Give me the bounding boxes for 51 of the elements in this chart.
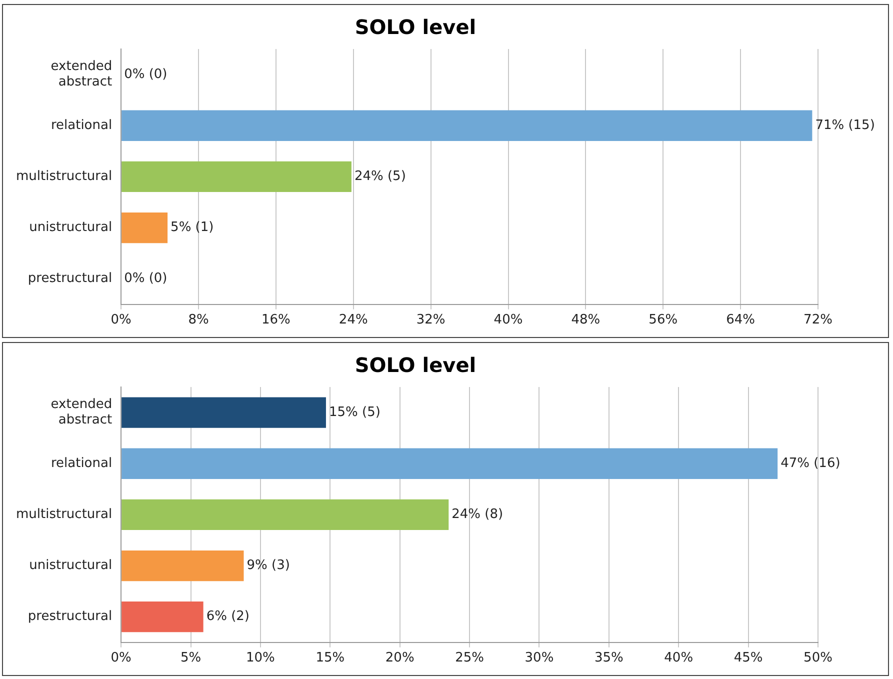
bar [122, 161, 352, 192]
chart-title: SOLO level [354, 15, 476, 40]
bar [122, 397, 326, 428]
x-tick-label: 32% [416, 312, 446, 328]
x-tick-label: 16% [262, 312, 290, 328]
x-tick-label: 8% [188, 312, 209, 328]
chart-title: SOLO level [354, 353, 476, 378]
x-tick-label: 72% [804, 312, 832, 328]
x-tick-label: 0% [110, 650, 132, 666]
data-label: 47% (16) [780, 456, 840, 471]
x-tick-label: 35% [594, 650, 624, 666]
x-tick-label: 5% [180, 650, 202, 666]
x-tick-label: 0% [110, 312, 132, 328]
y-tick-label: prestructural [28, 271, 112, 286]
y-tick-label: extended abstract [50, 397, 112, 428]
bar [122, 602, 204, 632]
y-tick-label: relational [50, 456, 112, 471]
bar [122, 499, 449, 530]
data-label: 5% (1) [170, 220, 214, 236]
x-tick-label: 64% [726, 312, 756, 328]
y-tick-label: relational [50, 118, 112, 133]
data-label: 9% (3) [246, 558, 290, 574]
data-label: 15% (5) [328, 404, 380, 420]
x-tick-label: 25% [455, 650, 484, 666]
x-tick-label: 40% [494, 312, 523, 328]
data-label: 0% (0) [124, 271, 168, 286]
y-tick-label: unistructural [29, 220, 112, 236]
x-tick-label: 20% [385, 650, 414, 666]
x-tick-label: 30% [524, 650, 554, 666]
x-tick-label: 50% [804, 650, 832, 666]
bar [122, 212, 168, 244]
bar [122, 110, 812, 141]
x-tick-label: 56% [648, 312, 678, 328]
y-tick-label: multistructural [16, 169, 112, 184]
x-tick-label: 48% [571, 312, 600, 328]
data-label: 6% (2) [206, 609, 250, 624]
x-tick-label: 40% [664, 650, 694, 666]
data-label: 24% (8) [452, 507, 504, 522]
data-label: 71% (15) [815, 118, 875, 133]
bar [122, 448, 778, 479]
data-label: 24% (5) [354, 169, 406, 184]
bar [122, 550, 244, 582]
y-tick-label: prestructural [28, 609, 112, 624]
y-tick-label: extended abstract [50, 59, 112, 90]
x-tick-label: 45% [734, 650, 763, 666]
x-tick-label: 10% [246, 650, 275, 666]
y-tick-label: unistructural [29, 558, 112, 574]
data-label: 0% (0) [124, 66, 168, 82]
x-tick-label: 24% [338, 312, 368, 328]
x-tick-label: 15% [316, 650, 345, 666]
y-tick-label: multistructural [16, 507, 112, 522]
